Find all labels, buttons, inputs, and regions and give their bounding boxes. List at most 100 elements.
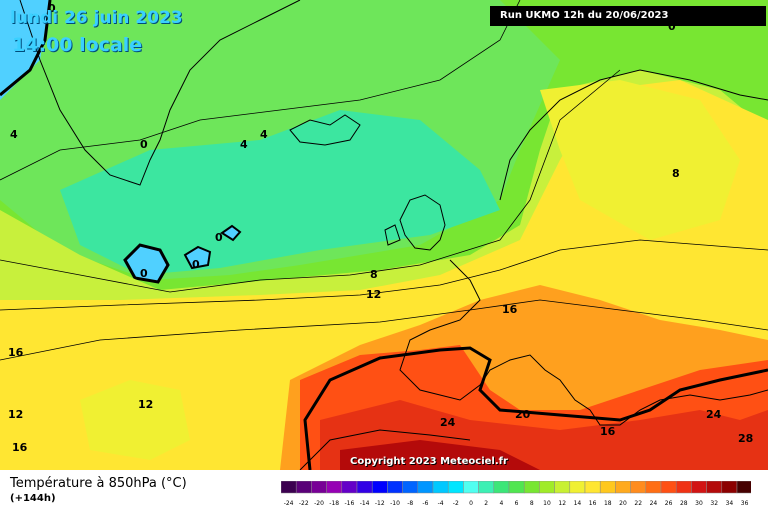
scale-swatch: [660, 481, 677, 494]
scale-tick-label: 26: [665, 500, 673, 507]
warm-scandinavia: [540, 80, 740, 240]
model-run-banner: Run UKMO 12h du 20/06/2023: [490, 6, 766, 26]
scale-tick-label: 8: [530, 500, 534, 507]
scale-tick-label: -20: [314, 500, 324, 507]
isotherm-label: 28: [738, 432, 753, 445]
scale-tick-label: 4: [499, 500, 503, 507]
forecast-date: lundi 26 juin 2023: [10, 8, 183, 28]
scale-swatch: [675, 481, 692, 494]
scale-swatch: [463, 481, 479, 494]
greenland-coast: [19, 0, 301, 186]
isotherm-8: [0, 69, 621, 293]
scale-swatch: [356, 481, 373, 494]
isotherm-label: 24: [440, 416, 456, 429]
scale-tick-label: -4: [438, 500, 444, 507]
warm-pocket-atlantic: [80, 380, 190, 460]
scale-tick-label: 6: [515, 500, 519, 507]
scale-tick-label: 14: [574, 500, 582, 507]
scale-tick-label: -2: [453, 500, 459, 507]
scale-swatch: [539, 481, 555, 494]
isotherm-label: 0: [140, 267, 148, 280]
scale-tick-label: -14: [360, 500, 370, 507]
cold-airmass-atlantic: [60, 110, 500, 275]
isotherm-4: [0, 0, 521, 181]
scale-swatch: [508, 481, 525, 494]
isotherm-20: [303, 346, 768, 470]
scale-swatch: [599, 481, 616, 494]
copyright-text: Copyright 2023 Meteociel.fr: [350, 456, 508, 467]
isotherm-label: 20: [515, 408, 531, 421]
scale-tick-label: -10: [390, 500, 400, 507]
scale-tick-label: -18: [329, 500, 339, 507]
scale-tick-label: 20: [619, 500, 627, 507]
isotherm-12: [0, 239, 768, 311]
scale-swatch: [447, 481, 464, 494]
isotherm-label: 8: [370, 268, 378, 281]
isotherm-0-greenland: [0, 0, 52, 97]
scale-tick-label: 0: [469, 500, 473, 507]
scale-swatch: [569, 481, 586, 494]
scale-swatch: [417, 481, 434, 494]
scale-swatch: [387, 481, 403, 494]
scale-tick-label: -12: [375, 500, 385, 507]
scale-tick-label: 32: [710, 500, 718, 507]
isotherm-label: 24: [706, 408, 722, 421]
color-scale: -24 -22 -20 -18 -16 -14 -12 -10 -8 -6 -4 -2 0 2 4 6 8 10 1…: [281, 481, 751, 507]
scale-tick-label: -6: [422, 500, 428, 507]
scale-swatch: [295, 481, 312, 494]
scale-swatch: [736, 481, 751, 494]
isotherm-label: 4: [260, 128, 268, 141]
isotherm-labels: 0 4 0 4 4 8 0 0 0 0 8 12 16 16 12 12 16 …: [8, 2, 753, 454]
isotherm-label: 12: [138, 398, 153, 411]
isotherm-label: 0: [48, 2, 56, 15]
scale-swatch: [706, 481, 723, 494]
isotherm-label: 4: [240, 138, 248, 151]
scale-tick-label: 2: [484, 500, 488, 507]
scale-tick-label: -24: [284, 500, 294, 507]
scale-tick-label: 12: [558, 500, 566, 507]
isotherm-label: 16: [12, 441, 28, 454]
scale-swatch: [371, 481, 388, 494]
isotherm-label: 16: [600, 425, 616, 438]
isotherm-label: 0: [215, 231, 223, 244]
scale-swatch: [584, 481, 601, 494]
scale-tick-label: 16: [589, 500, 597, 507]
scale-swatch: [523, 481, 540, 494]
scale-tick-label: 18: [604, 500, 612, 507]
variable-title: Température à 850hPa (°C): [10, 476, 187, 491]
scale-swatch: [326, 481, 343, 494]
scale-tick-label: 10: [543, 500, 551, 507]
isotherm-label: 12: [8, 408, 23, 421]
scale-tick-label: -8: [407, 500, 413, 507]
scale-swatch: [311, 481, 327, 494]
temperature-map: 0 4 0 4 4 8 0 0 0 0 8 12 16 16 12 12 16 …: [0, 0, 768, 470]
scale-swatch: [432, 481, 449, 494]
isotherm-label: 0: [668, 20, 676, 33]
cold-cell-2: [183, 245, 212, 270]
scale-swatch: [478, 481, 495, 494]
scale-tick-label: 36: [741, 500, 749, 507]
extreme-heat-core: [340, 440, 540, 470]
scale-tick-label: 28: [680, 500, 688, 507]
scandinavia-coast: [499, 69, 768, 201]
scale-tick-label: 34: [726, 500, 734, 507]
isotherm-label: 0: [192, 258, 200, 271]
scale-tick-label: 22: [634, 500, 642, 507]
scale-tick-label: 24: [650, 500, 658, 507]
scale-swatch: [281, 481, 297, 494]
isotherm-label: 12: [366, 288, 381, 301]
cold-cell-3: [220, 224, 242, 242]
scale-tick-label: 30: [695, 500, 703, 507]
scale-swatch: [691, 481, 707, 494]
europe-coast: [399, 259, 768, 426]
scale-swatch: [493, 481, 510, 494]
scale-swatch: [645, 481, 662, 494]
scale-swatch: [402, 481, 419, 494]
forecast-time: 14:00 locale: [12, 34, 143, 56]
scale-swatch: [341, 481, 358, 494]
scale-tick-label: -16: [344, 500, 354, 507]
very-cold-pocket-greenland: [0, 0, 50, 100]
british-isles-coast: [384, 194, 446, 251]
isotherm-label: 4: [10, 128, 18, 141]
